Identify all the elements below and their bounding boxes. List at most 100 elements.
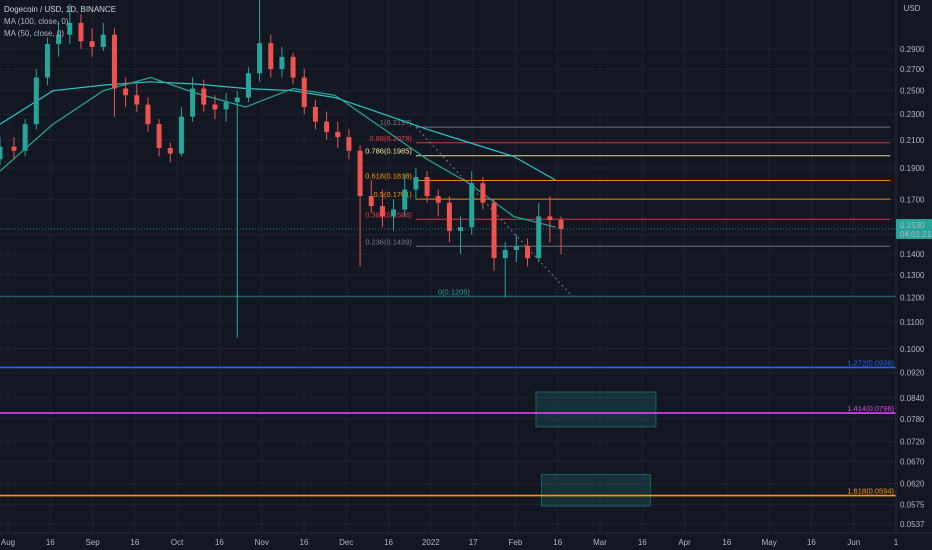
price-tick-label: 0.0720	[900, 437, 925, 446]
time-tick-label: 17	[469, 538, 478, 547]
candle-body	[346, 137, 352, 151]
price-tick-label: 0.1300	[900, 271, 925, 280]
candle-body	[357, 150, 363, 197]
candle-body	[469, 183, 475, 228]
candle-body	[212, 104, 218, 110]
candle-body	[100, 34, 106, 47]
time-tick-label: Apr	[678, 538, 691, 547]
candle-body	[446, 202, 452, 231]
extension-level-label: 1.272(0.0936)	[847, 358, 894, 367]
ma50-legend[interactable]: MA (50, close, 0)	[4, 29, 65, 38]
candle-body	[22, 124, 28, 151]
time-tick-label: 16	[215, 538, 224, 547]
time-tick-label: Oct	[171, 538, 184, 547]
candle-body	[78, 22, 84, 42]
candle-body	[424, 177, 430, 197]
fib-level-label: 0.618(0.1818)	[365, 171, 412, 180]
candle-body	[435, 196, 441, 203]
ma100-legend[interactable]: MA (100, close, 0)	[4, 17, 69, 26]
fib-level-label: 0.5(0.1701)	[374, 190, 413, 199]
candle-body	[312, 106, 318, 122]
fib-level-label: 0.236(0.1439)	[365, 237, 412, 246]
candle-body	[67, 22, 73, 35]
candle-body	[368, 196, 374, 207]
grid-lines	[0, 0, 897, 533]
candle-body	[245, 73, 251, 98]
time-tick-label: 16	[384, 538, 393, 547]
price-tick-label: 0.1100	[900, 318, 924, 327]
price-tick-label: 0.1400	[900, 250, 925, 259]
price-tick-label: 0.0670	[900, 458, 925, 467]
price-tick-label: 0.1000	[900, 345, 925, 354]
time-tick-label: Jun	[847, 538, 860, 547]
currency-label: USD	[904, 4, 921, 13]
target-zone	[541, 474, 651, 507]
candles	[0, 0, 564, 338]
price-tick-label: 0.0920	[900, 368, 925, 377]
time-tick-label: Sep	[85, 538, 100, 547]
candle-body	[480, 183, 486, 203]
time-tick-label: 2022	[422, 538, 440, 547]
candle-body	[167, 147, 173, 154]
candle-body	[178, 116, 184, 154]
extension-level-label: 1.414(0.0796)	[847, 404, 894, 413]
candle-body	[44, 44, 50, 78]
price-tick-label: 0.0840	[900, 394, 925, 403]
candle-body	[335, 131, 341, 138]
candle-body	[491, 202, 497, 259]
price-tick-label: 0.0537	[900, 520, 925, 529]
time-tick-label: Mar	[593, 538, 607, 547]
symbol-title[interactable]: Dogecoin / USD, 1D, BINANCE	[4, 5, 117, 14]
candle-body	[33, 77, 39, 125]
candle-body	[190, 88, 196, 117]
price-tick-label: 0.0620	[900, 479, 925, 488]
price-tick-label: 0.1700	[900, 195, 925, 204]
candle-body	[525, 246, 531, 259]
candle-body	[11, 146, 17, 151]
price-tick-label: 0.2300	[900, 110, 925, 119]
time-tick-label: Feb	[509, 538, 523, 547]
countdown-label: 04:01:21	[900, 230, 932, 239]
candle-body	[123, 88, 129, 96]
time-axis[interactable]: Aug 16 Sep 16 Oct 16 Nov 16 Dec 16 2022 17 Feb 16 Mar 1…	[0, 532, 932, 547]
target-zone	[535, 391, 657, 428]
target-zones	[535, 391, 657, 507]
candle-body	[268, 43, 274, 70]
price-tick-label: 0.2100	[900, 136, 925, 145]
time-tick-label: 16	[638, 538, 647, 547]
price-tick-label: 0.0575	[900, 501, 925, 510]
candle-body	[134, 95, 140, 105]
time-tick-label: Nov	[255, 538, 269, 547]
candle-body	[89, 41, 95, 47]
fib-level-label: 1(0.2197)	[380, 118, 413, 127]
time-tick-label: 1	[894, 538, 899, 547]
candle-body	[513, 246, 519, 251]
candle-body	[301, 77, 307, 107]
candle-body	[402, 189, 408, 210]
current-price-badge	[896, 219, 932, 240]
chart-legend: Dogecoin / USD, 1D, BINANCE MA (100, clo…	[4, 4, 116, 40]
time-tick-label: May	[762, 538, 777, 547]
fib-extension-levels[interactable]: 1.272(0.0936) 1.414(0.0796) 1.618(0.0594)	[0, 358, 896, 497]
candle-body	[111, 34, 117, 89]
candle-body	[56, 34, 62, 45]
candle-body	[458, 227, 464, 231]
candle-body	[558, 219, 564, 230]
current-price-label: 0.1530	[900, 221, 925, 230]
candle-body	[156, 124, 162, 148]
price-tick-label: 0.2700	[900, 65, 925, 74]
candle-body	[391, 209, 397, 217]
time-tick-label: 16	[553, 538, 562, 547]
moving-averages	[0, 76, 556, 228]
fib-retracement[interactable]: 1(0.2197) 0.88(0.2078) 0.786(0.1985) 0.618(…	[0, 118, 896, 297]
candle-body	[201, 88, 207, 105]
ma-line	[0, 76, 556, 228]
candle-body	[502, 250, 508, 259]
time-tick-label: Dec	[339, 538, 353, 547]
candle-body	[0, 146, 3, 160]
fib-level-label: 0.382(0.1584)	[365, 210, 412, 219]
candle-body	[234, 97, 240, 103]
price-axis[interactable]: USD 0.2900 0.2700 0.2500 0.2300 0.2100 0.1900 0…	[0, 0, 932, 533]
fib-level-label: 0(0.1205)	[438, 287, 471, 296]
